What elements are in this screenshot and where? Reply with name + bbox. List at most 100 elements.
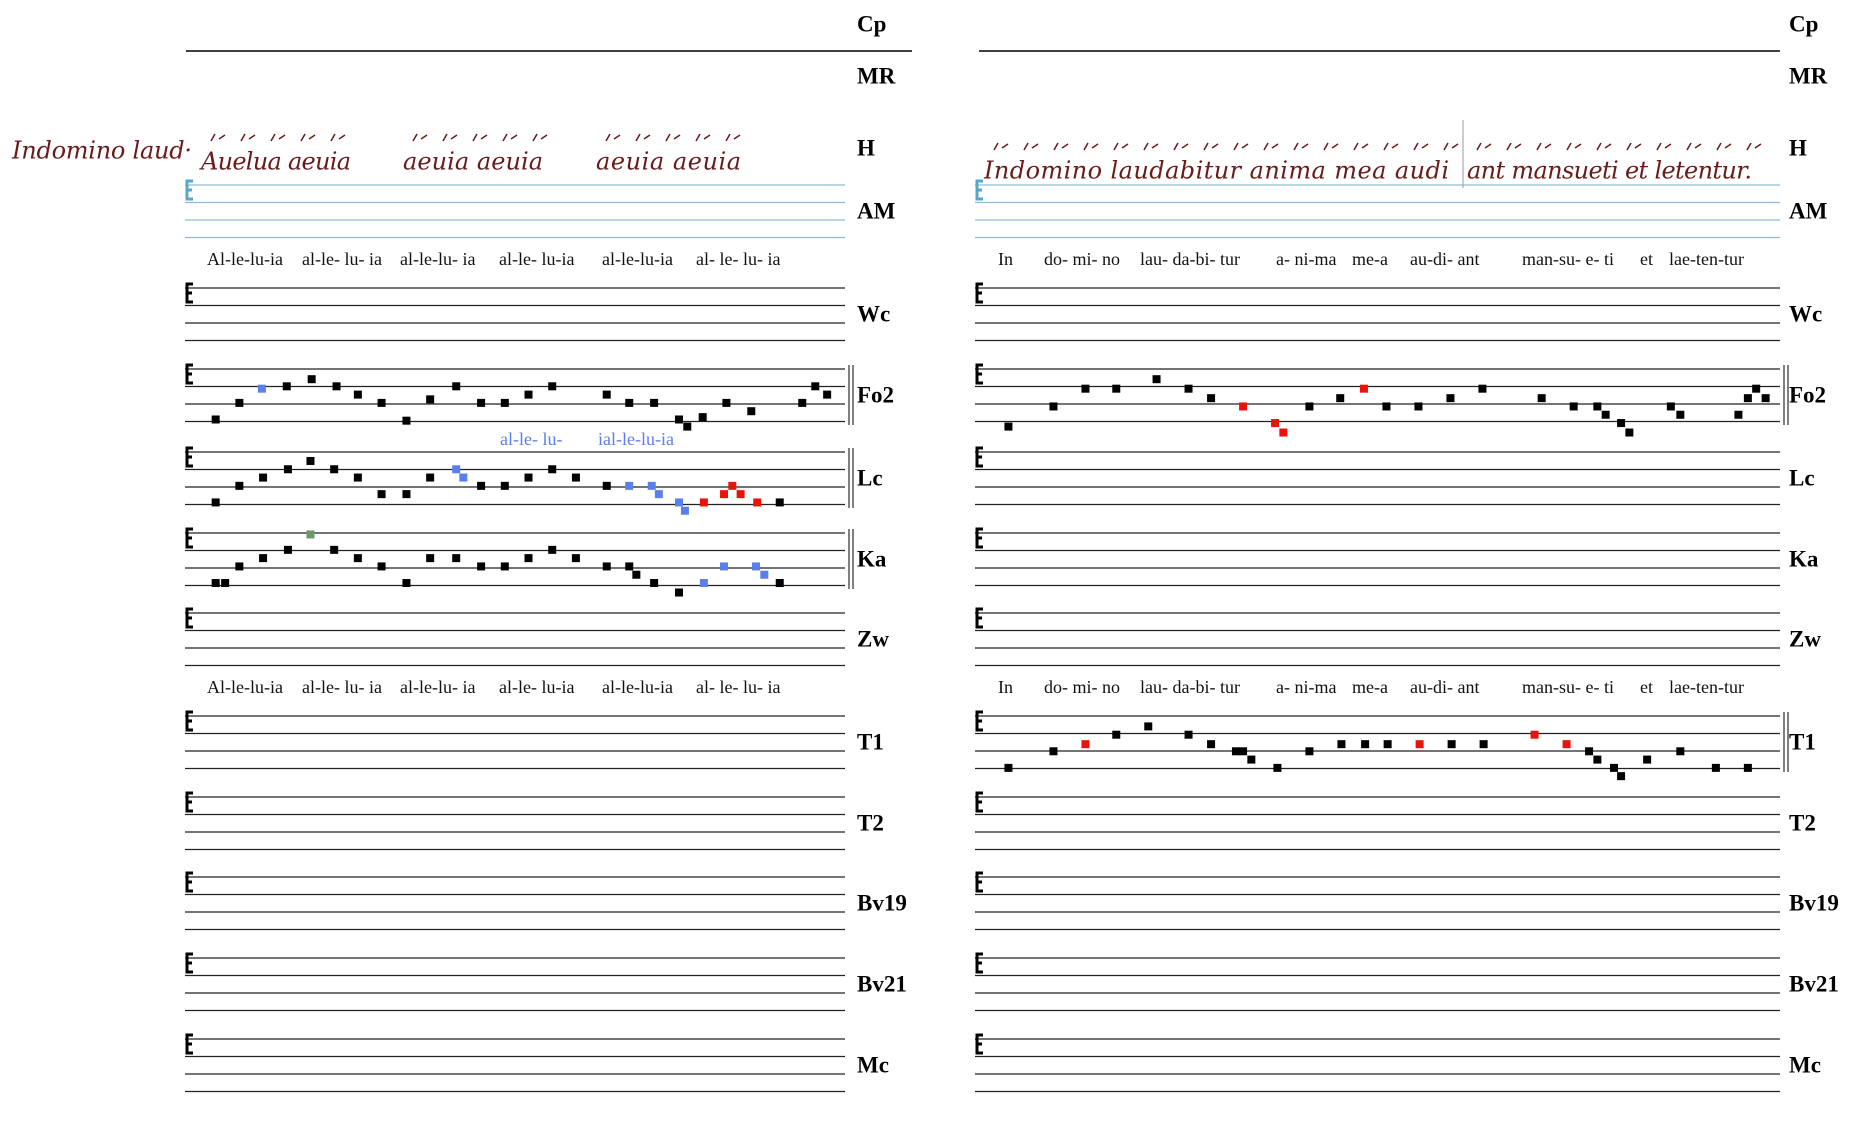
note xyxy=(332,382,341,391)
siglum: Bv21 xyxy=(857,971,907,996)
note xyxy=(330,465,339,474)
clef xyxy=(975,1033,983,1055)
lyric: al-le-lu-ia xyxy=(602,677,673,697)
note xyxy=(1676,410,1685,419)
neume xyxy=(993,142,1009,151)
note xyxy=(1271,419,1280,428)
neume xyxy=(1023,142,1039,151)
note xyxy=(353,554,362,563)
note xyxy=(1625,428,1634,437)
note xyxy=(1585,747,1594,756)
note xyxy=(650,398,659,407)
note xyxy=(625,562,634,571)
neume xyxy=(1143,142,1159,151)
clef xyxy=(185,446,193,468)
note xyxy=(1383,740,1392,749)
note xyxy=(1609,763,1618,772)
note xyxy=(548,382,557,391)
clef xyxy=(185,607,193,629)
note xyxy=(1359,384,1368,393)
siglum: Lc xyxy=(857,465,883,490)
note xyxy=(524,473,533,482)
note xyxy=(1049,402,1058,411)
note xyxy=(680,506,689,515)
neume xyxy=(270,133,286,142)
neume xyxy=(635,133,651,142)
note xyxy=(259,554,268,563)
clef xyxy=(185,1033,193,1055)
lyric: al-le- lu- ia xyxy=(302,249,382,269)
note xyxy=(1273,763,1282,772)
clef xyxy=(975,527,983,549)
lyric: lae-ten-tur xyxy=(1669,677,1744,697)
note xyxy=(235,398,244,407)
neume xyxy=(1686,142,1702,151)
note xyxy=(1569,402,1578,411)
note xyxy=(720,490,729,499)
neume xyxy=(1596,142,1612,151)
note xyxy=(1761,394,1770,403)
note xyxy=(1361,740,1370,749)
lyric: lae-ten-tur xyxy=(1669,249,1744,269)
note xyxy=(548,545,557,554)
note xyxy=(699,498,708,507)
note xyxy=(625,481,634,490)
note xyxy=(753,498,762,507)
neume xyxy=(1476,142,1492,151)
lyric: al-le-lu-ia xyxy=(602,249,673,269)
note xyxy=(675,588,684,597)
note xyxy=(647,481,656,490)
neume xyxy=(210,133,226,142)
siglum: AM xyxy=(1789,198,1828,223)
lyric: al- le- lu- ia xyxy=(696,249,780,269)
neume xyxy=(1113,142,1129,151)
note xyxy=(452,465,461,474)
clef xyxy=(975,282,983,304)
lyric: me-a xyxy=(1352,677,1388,697)
siglum: Zw xyxy=(1789,626,1821,651)
siglum: H xyxy=(1789,135,1807,160)
clef xyxy=(185,710,193,732)
neume xyxy=(1566,142,1582,151)
note xyxy=(1231,747,1240,756)
note xyxy=(571,554,580,563)
note xyxy=(500,481,509,490)
note xyxy=(283,465,292,474)
note xyxy=(1004,763,1013,772)
note xyxy=(1305,747,1314,756)
note xyxy=(1239,747,1248,756)
note xyxy=(1004,422,1013,431)
siglum: Mc xyxy=(857,1052,889,1077)
note xyxy=(1752,384,1761,393)
manuscript-text: Auelua aeuia xyxy=(199,148,351,176)
clef xyxy=(185,952,193,974)
lyric: man-su- e- ti xyxy=(1522,249,1614,269)
note xyxy=(1617,419,1626,428)
note xyxy=(728,481,737,490)
siglum: Zw xyxy=(857,626,889,651)
note xyxy=(1414,402,1423,411)
note xyxy=(625,398,634,407)
note xyxy=(1112,730,1121,739)
clef xyxy=(185,791,193,813)
siglum: Wc xyxy=(1789,301,1822,326)
note xyxy=(775,579,784,588)
note xyxy=(1479,740,1488,749)
note xyxy=(377,490,386,499)
siglum: MR xyxy=(1789,63,1828,88)
note xyxy=(1711,763,1720,772)
note xyxy=(602,481,611,490)
note xyxy=(307,375,316,384)
lyric: et xyxy=(1640,249,1653,269)
clef xyxy=(975,179,983,201)
lyric: al-le- lu- ia xyxy=(302,677,382,697)
neume xyxy=(1263,142,1279,151)
note xyxy=(1184,730,1193,739)
note xyxy=(477,481,486,490)
note xyxy=(1305,402,1314,411)
clef xyxy=(975,446,983,468)
note xyxy=(1446,394,1455,403)
lyric: Al-le-lu-ia xyxy=(207,677,283,697)
neume xyxy=(1626,142,1642,151)
clef xyxy=(185,282,193,304)
